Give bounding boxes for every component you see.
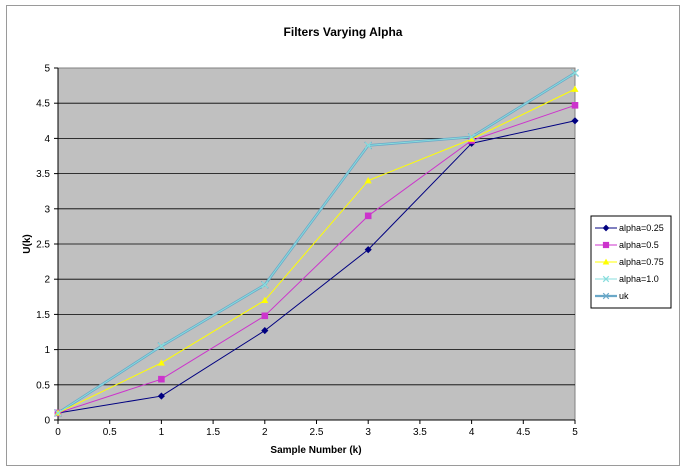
series-layer [54,69,579,417]
axes: 0 0.5 1 1.5 2 2.5 3 3.5 4 4.5 5 0 0.5 1 1.5 2 2.5 3 3.5 4 4.… [36,64,578,439]
data-point [364,212,372,220]
y-tick-label: 2 [44,275,50,286]
marker-stroke [468,133,476,141]
legend-item: alpha=1.0 [595,274,659,284]
x-tick-label: 1 [159,427,165,438]
legend-item: alpha=0.75 [595,257,664,267]
data-point [261,327,269,335]
x-tick-label: 0 [55,427,61,438]
x-tick-label: 0.5 [103,427,117,438]
marker-stroke [602,275,610,283]
y-tick-label: 0.5 [36,380,50,391]
y-tick-label: 1 [44,345,50,356]
legend-swatch-marker [602,292,610,300]
legend-label: alpha=1.0 [619,274,659,284]
legend-item: alpha=0.25 [595,223,664,233]
x-axis-title: Sample Number (k) [270,445,361,456]
x-tick-label: 4 [469,427,475,438]
data-point [54,409,62,417]
data-point [571,102,579,109]
grid-lines [58,102,575,386]
data-point [571,69,579,77]
data-point [468,133,476,141]
legend-item: alpha=0.5 [595,240,659,250]
series-line [57,120,576,414]
x-tick-label: 2 [262,427,268,438]
marker-stroke [602,292,610,300]
data-point [364,246,372,254]
x-tick-label: 3 [365,427,371,438]
data-point [261,312,269,320]
legend-swatch-marker [602,224,610,232]
series-alpha=1.0 [54,69,579,417]
legend-item: uk [595,291,629,301]
legend-label: uk [619,291,629,301]
y-axis-title: U(k) [22,234,33,253]
marker-stroke [261,281,269,289]
marker-stroke [157,342,165,350]
x-tick-label: 5 [572,427,578,438]
data-point [364,142,372,149]
marker-stroke [571,69,579,77]
series-line [57,104,576,414]
y-tick-label: 1.5 [36,310,50,321]
data-point [157,392,165,400]
legend-swatch-marker [602,275,610,283]
legend-label: alpha=0.5 [619,240,659,250]
x-tick-label: 4.5 [516,427,530,438]
series-line [57,72,576,414]
y-tick-label: 2.5 [36,240,50,251]
chart-title: Filters Varying Alpha [284,25,403,39]
x-tick-label: 2.5 [310,427,324,438]
x-tick-label: 3.5 [413,427,427,438]
data-point [571,117,579,125]
data-point [261,281,269,289]
legend-swatch-marker [602,258,610,265]
series-line [57,88,576,414]
y-tick-label: 3 [44,204,50,215]
marker-stroke [364,142,372,149]
y-tick-label: 4.5 [36,99,50,110]
legend-box [590,215,672,309]
marker-stroke [54,409,62,417]
data-point [158,375,165,383]
data-point [261,296,269,304]
data-point [157,359,165,366]
legend: alpha=0.25 alpha=0.5 alpha=0.75 alpha=1.0 uk [590,215,672,309]
data-point [157,342,165,350]
legend-label: alpha=0.75 [619,257,664,267]
legend-label: alpha=0.25 [619,223,664,233]
data-point [571,85,579,92]
y-tick-label: 0 [44,416,50,427]
y-tick-label: 5 [44,64,50,75]
data-point [364,177,372,184]
y-tick-label: 4 [44,134,50,145]
legend-swatch-marker [602,241,610,249]
y-tick-label: 3.5 [36,169,50,180]
x-tick-label: 1.5 [206,427,220,438]
